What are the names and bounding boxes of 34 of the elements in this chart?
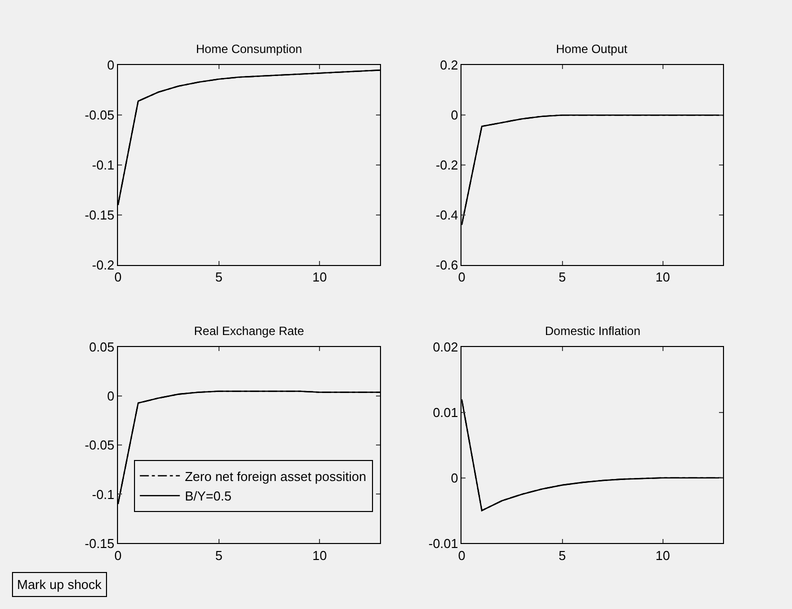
x-tick-label: 10 <box>312 270 327 285</box>
chart-title: Real Exchange Rate <box>194 324 304 338</box>
y-tick-label: 0.05 <box>89 340 114 355</box>
y-tick-label: -0.1 <box>92 486 114 502</box>
chart-title: Home Output <box>556 42 628 56</box>
y-tick-label: 0 <box>450 108 458 123</box>
y-tick-label: -0.1 <box>92 158 114 173</box>
y-tick-label: 0 <box>450 470 458 486</box>
y-tick-label: -0.2 <box>92 257 114 272</box>
y-tick-label: -0.15 <box>84 208 114 223</box>
x-tick-label: 5 <box>215 270 222 285</box>
legend-label: B/Y=0.5 <box>184 488 232 504</box>
y-tick-label: -0.15 <box>84 536 114 551</box>
y-tick-label: 0.01 <box>432 405 458 420</box>
y-tick-label: 0.2 <box>440 58 458 73</box>
text: Mark up shock <box>17 577 102 592</box>
chart-title: Home Consumption <box>196 42 302 56</box>
chart-title: Domestic Inflation <box>545 324 640 338</box>
y-tick-label: -0.05 <box>84 438 114 453</box>
legend-label: Zero net foreign asset possition <box>184 468 366 484</box>
y-tick-label: -0.2 <box>436 158 458 173</box>
x-tick-label: 10 <box>656 548 670 563</box>
y-tick-label: 0.02 <box>432 340 458 355</box>
y-tick-label: -0.6 <box>436 257 458 272</box>
y-tick-label: -0.4 <box>436 208 458 223</box>
y-tick-label: -0.05 <box>84 108 114 123</box>
y-tick-label: 0 <box>107 388 114 404</box>
x-tick-label: 10 <box>656 270 670 285</box>
x-tick-label: 5 <box>558 270 566 285</box>
y-tick-label: 0 <box>107 58 114 73</box>
y-tick-label: -0.01 <box>428 536 458 551</box>
x-tick-label: 5 <box>558 548 566 563</box>
x-tick-label: 5 <box>215 548 222 563</box>
x-tick-label: 10 <box>312 548 327 563</box>
